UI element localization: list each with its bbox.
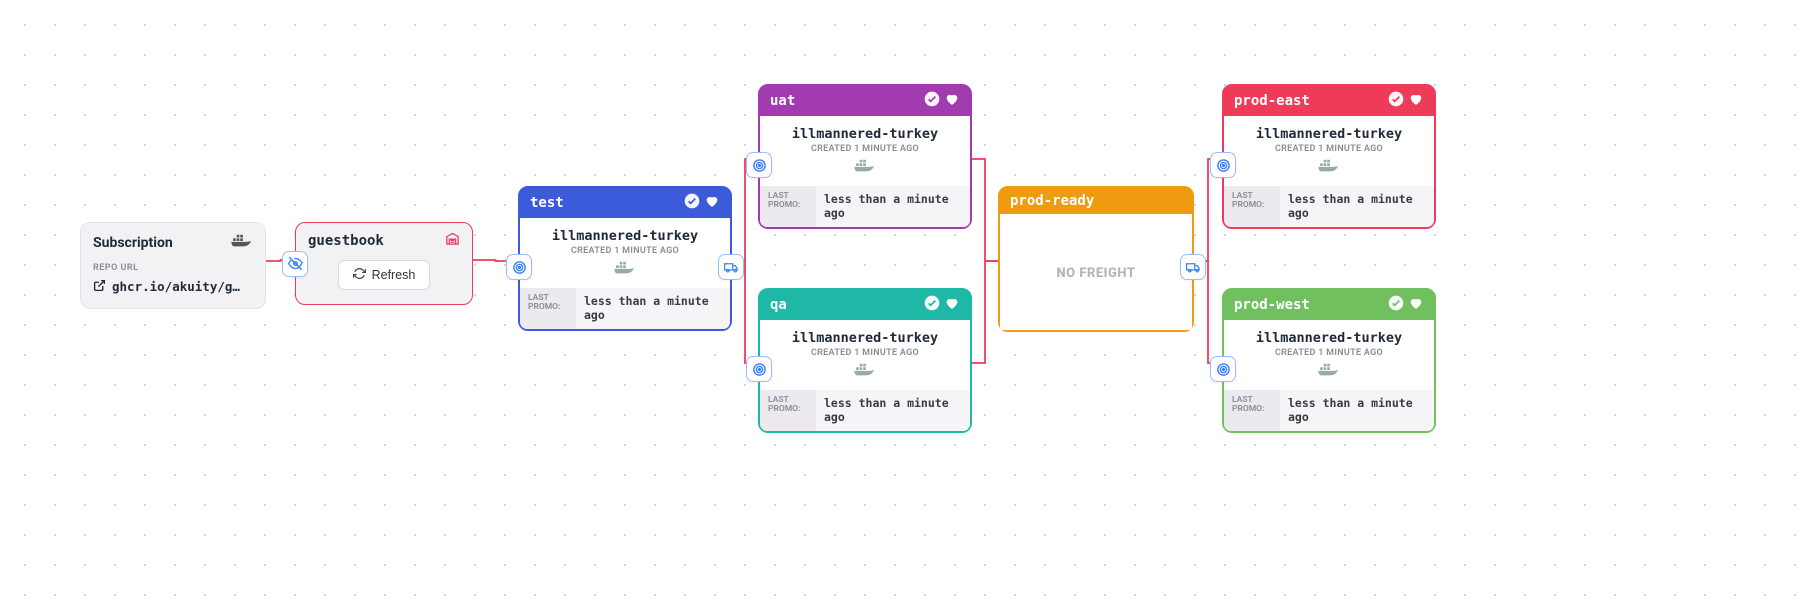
eye-off-icon[interactable] [282, 251, 308, 277]
check-circle-icon [924, 91, 940, 111]
freight-name: illmannered-turkey [768, 330, 962, 346]
stage-name-label: test [530, 195, 564, 211]
truck-icon[interactable] [1180, 254, 1206, 280]
subscription-title: Subscription [93, 235, 173, 251]
last-promo-value: less than a minute ago [1280, 390, 1434, 431]
created-label: CREATED 1 MINUTE AGO [1232, 144, 1426, 154]
target-icon[interactable] [1210, 356, 1236, 382]
last-promo-value: less than a minute ago [816, 390, 970, 431]
heart-icon [1408, 295, 1424, 315]
last-promo-label: LAST PROMO: [760, 390, 816, 431]
last-promo-value: less than a minute ago [1280, 186, 1434, 227]
last-promo-label: LAST PROMO: [520, 288, 576, 329]
check-circle-icon [684, 193, 700, 213]
docker-icon [231, 233, 253, 253]
docker-icon [1232, 362, 1426, 382]
target-icon[interactable] [746, 152, 772, 178]
freight-name: illmannered-turkey [1232, 330, 1426, 346]
stage-uat[interactable]: uat illmannered-turkey CREATED 1 MINUTE … [758, 84, 972, 229]
last-promo-label: LAST PROMO: [1224, 186, 1280, 227]
docker-icon [768, 362, 962, 382]
target-icon[interactable] [1210, 152, 1236, 178]
stage-test[interactable]: test illmannered-turkey CREATED 1 MINUTE… [518, 186, 732, 331]
docker-icon [1232, 158, 1426, 178]
heart-icon [704, 193, 720, 213]
warehouse-name: guestbook [308, 233, 384, 249]
check-circle-icon [1388, 295, 1404, 315]
created-label: CREATED 1 MINUTE AGO [768, 144, 962, 154]
check-circle-icon [924, 295, 940, 315]
last-promo-label: LAST PROMO: [760, 186, 816, 227]
stage-name-label: uat [770, 93, 795, 109]
stage-name-label: prod-ready [1010, 193, 1094, 209]
refresh-label: Refresh [372, 268, 416, 282]
docker-icon [528, 260, 722, 280]
subscription-card: Subscription REPO URL ghcr.io/akuity/g… [80, 222, 266, 309]
docker-icon [768, 158, 962, 178]
warehouse-card: guestbook Refresh [295, 222, 473, 305]
stage-prod-east[interactable]: prod-east illmannered-turkey CREATED 1 M… [1222, 84, 1436, 229]
freight-name: illmannered-turkey [1232, 126, 1426, 142]
heart-icon [944, 91, 960, 111]
heart-icon [1408, 91, 1424, 111]
created-label: CREATED 1 MINUTE AGO [768, 348, 962, 358]
refresh-icon [353, 267, 366, 283]
freight-name: illmannered-turkey [768, 126, 962, 142]
truck-icon[interactable] [718, 254, 744, 280]
repo-url-value[interactable]: ghcr.io/akuity/g… [112, 279, 240, 294]
target-icon[interactable] [506, 254, 532, 280]
warehouse-icon [445, 231, 460, 250]
stage-qa[interactable]: qa illmannered-turkey CREATED 1 MINUTE A… [758, 288, 972, 433]
stage-name-label: prod-west [1234, 297, 1310, 313]
stage-name-label: prod-east [1234, 93, 1310, 109]
repo-url-label: REPO URL [93, 263, 253, 273]
stage-prod-west[interactable]: prod-west illmannered-turkey CREATED 1 M… [1222, 288, 1436, 433]
last-promo-value: less than a minute ago [816, 186, 970, 227]
external-link-icon[interactable] [93, 277, 106, 296]
stage-name-label: qa [770, 297, 787, 313]
created-label: CREATED 1 MINUTE AGO [528, 246, 722, 256]
created-label: CREATED 1 MINUTE AGO [1232, 348, 1426, 358]
stage-prod-ready[interactable]: prod-ready NO FREIGHT [998, 186, 1194, 332]
heart-icon [944, 295, 960, 315]
check-circle-icon [1388, 91, 1404, 111]
last-promo-value: less than a minute ago [576, 288, 730, 329]
target-icon[interactable] [746, 356, 772, 382]
no-freight-text: NO FREIGHT [1056, 266, 1135, 281]
refresh-button[interactable]: Refresh [338, 260, 431, 290]
freight-name: illmannered-turkey [528, 228, 722, 244]
last-promo-label: LAST PROMO: [1224, 390, 1280, 431]
